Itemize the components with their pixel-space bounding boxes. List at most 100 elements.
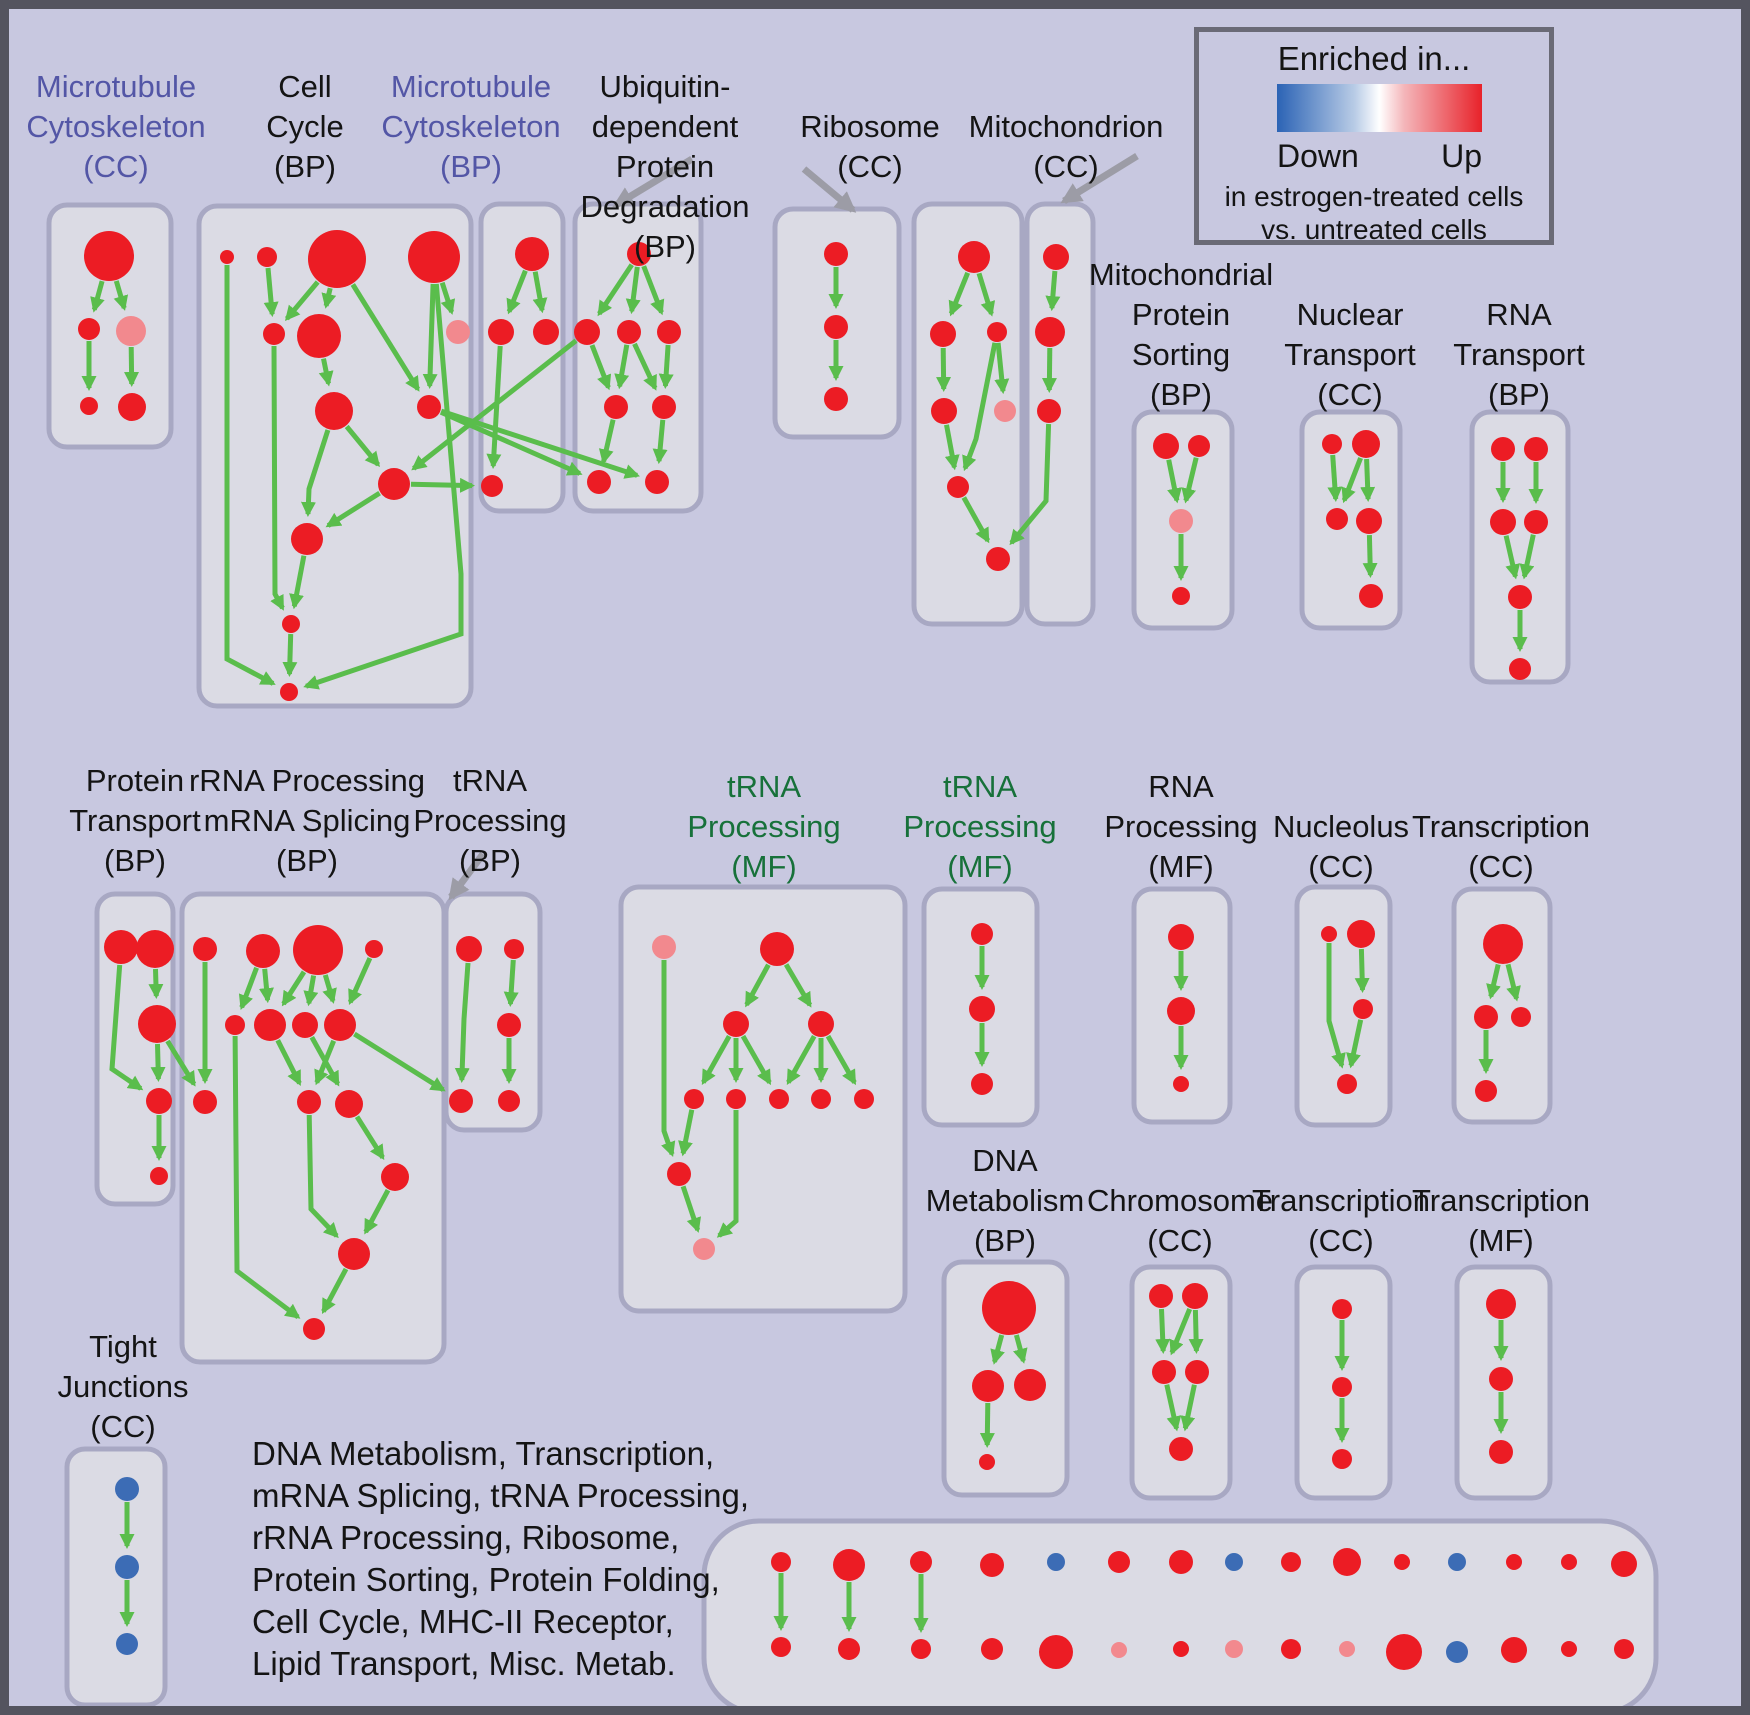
edge-arrow: [300, 429, 331, 517]
go-term-node: [84, 231, 134, 281]
go-term-node: [1561, 1554, 1577, 1570]
go-term-node: [456, 936, 482, 962]
go-term-node: [1149, 1284, 1173, 1308]
legend-title: Enriched in...: [1277, 40, 1471, 77]
go-term-node: [1486, 1289, 1516, 1319]
go-term-node: [1474, 1005, 1498, 1029]
edge-arrow: [1188, 1309, 1204, 1354]
edge-arrow: [740, 1034, 772, 1086]
go-term-node: [1611, 1551, 1637, 1577]
edge-arrow: [344, 424, 381, 468]
edge-arrow: [632, 342, 658, 391]
go-term-node: [1039, 1635, 1073, 1669]
edge-arrow: [150, 1043, 166, 1082]
edge-arrow: [325, 490, 381, 528]
cluster-label-9: Protein Transport (BP): [69, 763, 201, 878]
go-term-node: [1043, 244, 1069, 270]
go-term-node: [1168, 924, 1194, 950]
cluster-label-20: Transcription (MF): [1411, 1183, 1591, 1258]
go-term-node: [726, 1089, 746, 1109]
edge-arrow: [303, 283, 464, 690]
go-term-node: [1322, 434, 1342, 454]
go-term-node: [1169, 509, 1193, 533]
go-term-node: [116, 316, 146, 346]
cluster-box: [478, 201, 566, 514]
go-term-node: [1561, 1641, 1577, 1657]
cluster-label-6: Mitochondrial Protein Sorting (BP): [1088, 257, 1274, 412]
go-term-node: [1446, 1641, 1468, 1663]
go-term-node: [1152, 1360, 1176, 1384]
cluster-label-7: Nuclear Transport (CC): [1284, 297, 1416, 412]
go-term-node: [449, 1089, 473, 1113]
go-term-node: [1321, 926, 1337, 942]
go-term-node: [657, 320, 681, 344]
go-term-node: [971, 923, 993, 945]
go-term-node: [1281, 1552, 1301, 1572]
go-term-node: [515, 237, 549, 271]
edge-arrow: [321, 287, 337, 309]
edge-arrow: [1164, 1384, 1182, 1432]
go-term-node: [1225, 1640, 1243, 1658]
annotation-arrow: [448, 851, 486, 901]
edge-arrow: [1327, 454, 1343, 502]
edge-arrow: [439, 281, 456, 315]
edge-arrow: [652, 419, 668, 465]
edge-arrow: [1013, 1334, 1028, 1364]
go-term-node: [1353, 999, 1373, 1019]
go-term-node: [498, 1090, 520, 1112]
go-term-node: [981, 1638, 1003, 1660]
edge-arrow: [944, 424, 960, 471]
edge-arrow: [309, 1035, 340, 1087]
go-term-node: [280, 683, 298, 701]
edge-arrow: [1341, 457, 1363, 504]
go-term-node: [291, 523, 323, 555]
edge-arrow: [281, 970, 307, 1007]
go-term-node: [1172, 587, 1190, 605]
annotation-arrow: [801, 166, 857, 213]
go-term-node: [771, 1637, 791, 1657]
edge-arrow: [363, 1189, 391, 1235]
edge-arrow: [1346, 1019, 1364, 1069]
legend-gradient-bar: [1277, 84, 1482, 132]
edge-arrow: [224, 265, 276, 686]
go-term-node: [193, 1090, 217, 1114]
legend-down-label: Down: [1277, 138, 1359, 174]
edge-arrow: [90, 280, 105, 313]
edge-arrow: [979, 1402, 995, 1448]
cluster-box: [46, 202, 174, 450]
go-term-node: [947, 476, 969, 498]
go-term-node: [78, 318, 100, 340]
go-term-node: [1169, 1437, 1193, 1461]
go-term-node: [1509, 658, 1531, 680]
edge-arrow: [259, 968, 274, 1004]
cluster-label-0: Microtubule Cytoskeleton (CC): [26, 69, 206, 184]
go-term-node: [115, 1477, 139, 1501]
legend-note: in estrogen-treated cells vs. untreated …: [1224, 181, 1524, 245]
go-term-node: [1111, 1642, 1127, 1658]
edge-arrow: [289, 555, 307, 610]
edge-arrow: [744, 963, 771, 1008]
edge-arrow: [976, 272, 996, 317]
go-term-node: [771, 1552, 791, 1572]
edge-arrow: [1166, 459, 1182, 504]
go-term-node: [1489, 1367, 1513, 1391]
go-term-node: [1332, 1449, 1352, 1469]
go-term-node: [146, 1088, 172, 1114]
go-term-node: [824, 387, 848, 411]
go-term-node: [1506, 1554, 1522, 1570]
edge-arrow: [306, 1114, 339, 1239]
go-term-node: [652, 935, 676, 959]
go-term-node: [1475, 1080, 1497, 1102]
edge-arrow: [786, 1034, 817, 1086]
edge-arrow: [350, 283, 421, 392]
cluster-label-16: Transcription (CC): [1411, 809, 1591, 884]
go-term-node: [972, 1370, 1004, 1402]
go-term-node: [1614, 1639, 1634, 1659]
go-term-node: [1169, 1550, 1193, 1574]
go-term-node: [150, 1167, 168, 1185]
edge-arrow: [270, 345, 285, 611]
edge-arrow: [1041, 347, 1057, 393]
go-term-node: [1483, 924, 1523, 964]
go-term-node: [417, 395, 441, 419]
